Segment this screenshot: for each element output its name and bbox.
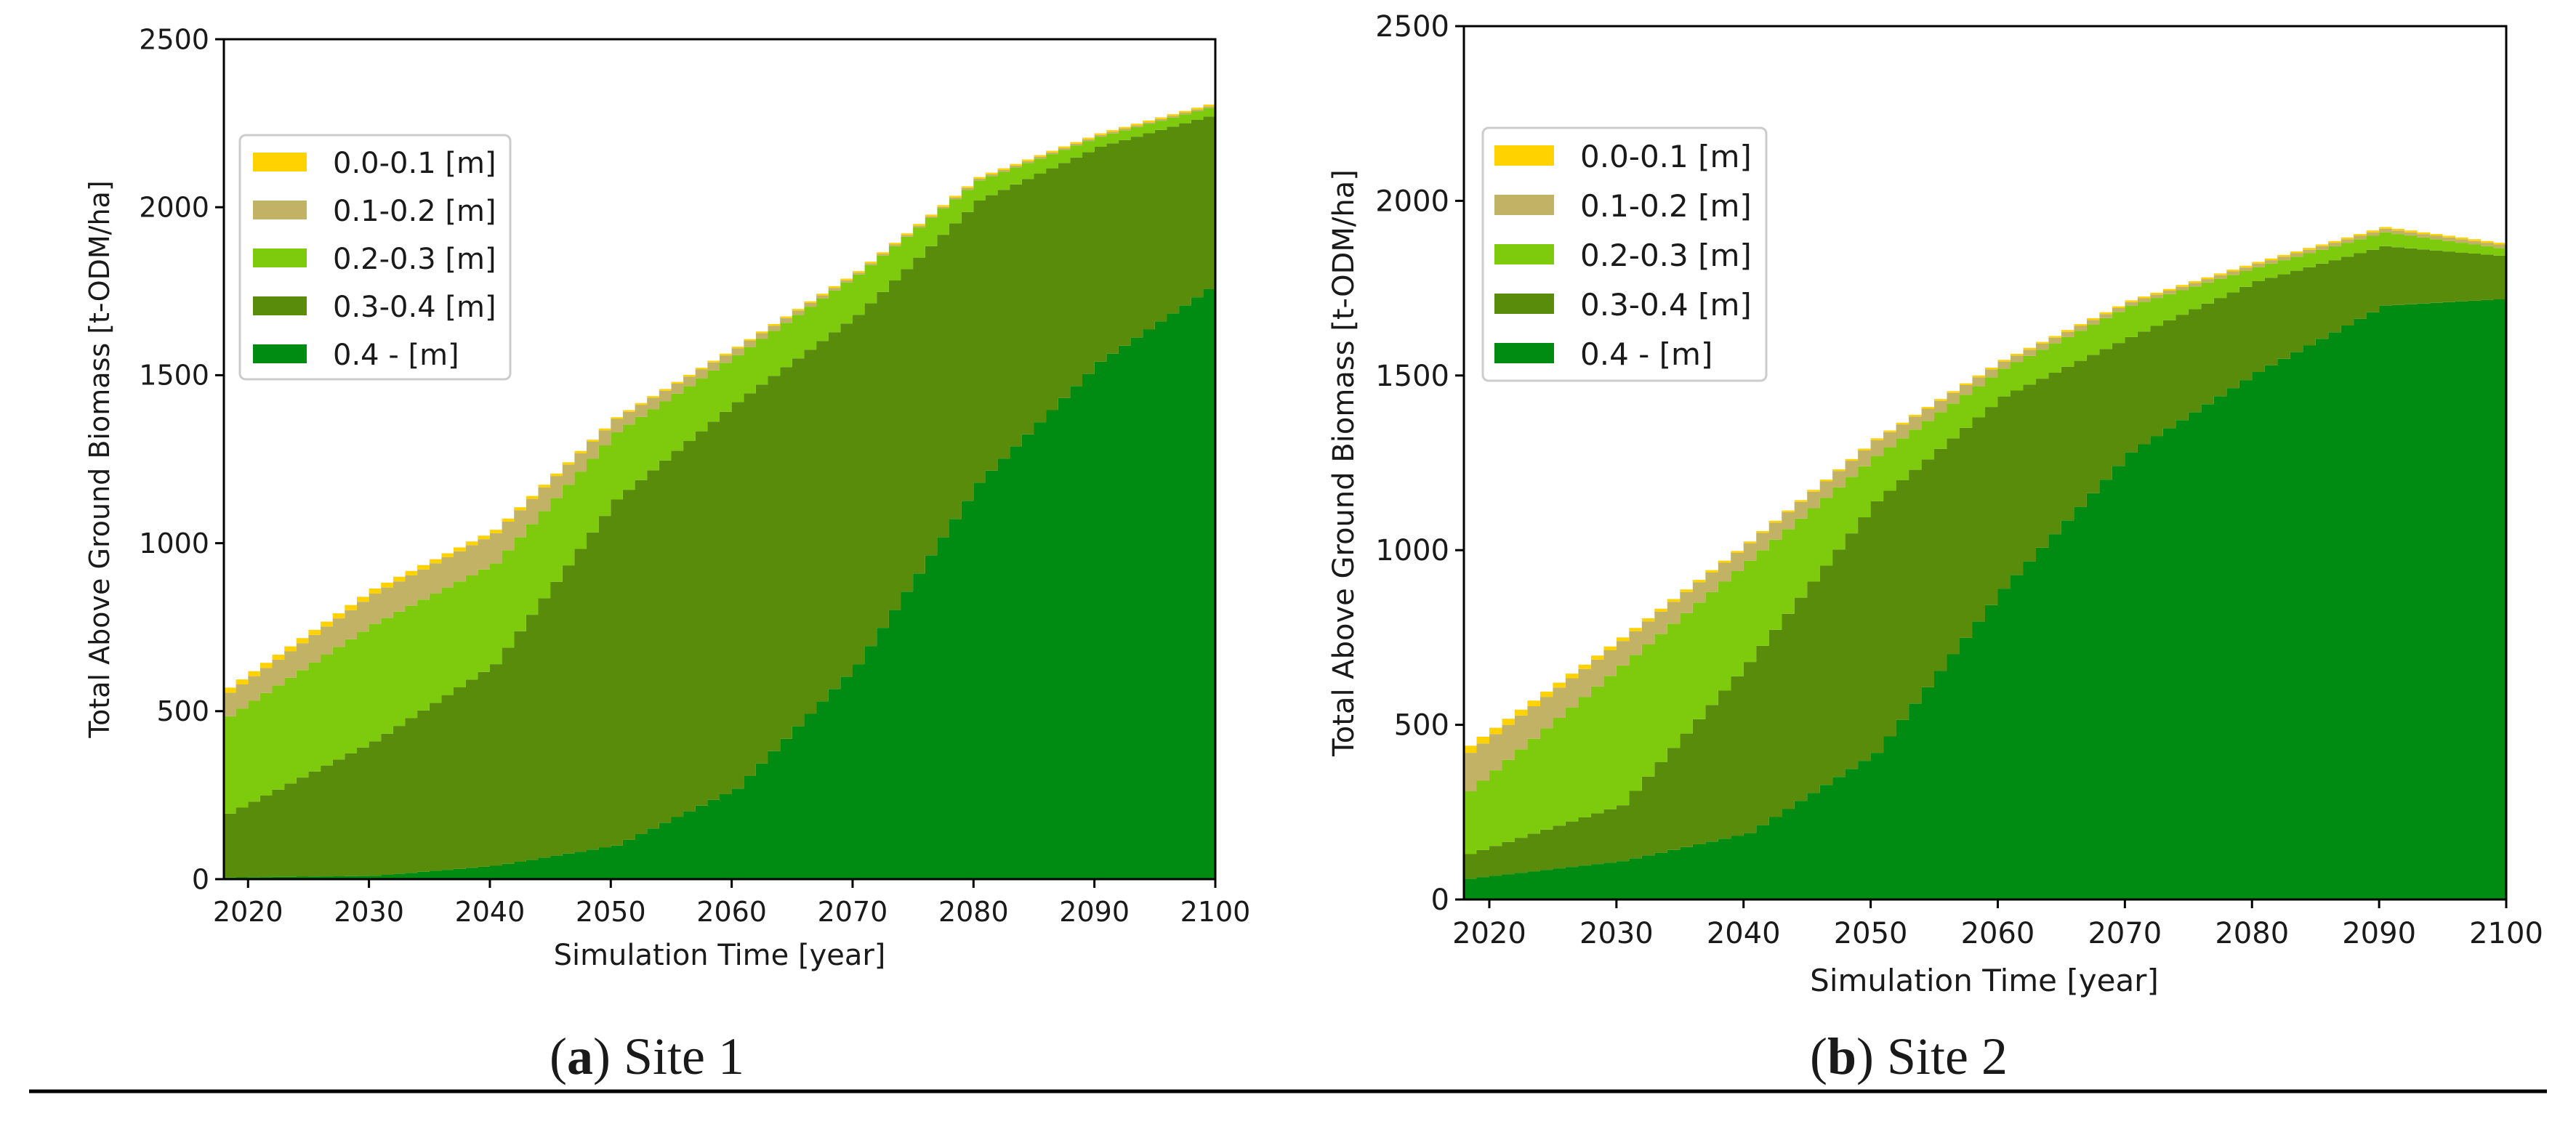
x-tick-label: 2020 xyxy=(213,896,283,928)
y-tick-label: 500 xyxy=(156,695,209,727)
x-tick-label: 2050 xyxy=(576,896,646,928)
x-tick-label: 2090 xyxy=(2342,917,2416,950)
area-series xyxy=(224,106,1215,716)
legend-swatch xyxy=(253,296,307,315)
stacked-areas xyxy=(224,104,1215,879)
legend-swatch xyxy=(253,201,307,219)
legend-label: 0.3-0.4 [m] xyxy=(333,291,496,324)
y-axis-label: Total Above Ground Biomass [t-ODM/ha] xyxy=(84,180,116,738)
stacked-areas xyxy=(1464,227,2506,899)
y-tick-label: 2000 xyxy=(1375,185,1449,218)
y-tick-label: 500 xyxy=(1394,709,1449,743)
legend-swatch xyxy=(1494,343,1554,363)
legend-label: 0.4 - [m] xyxy=(1580,336,1712,372)
panel-title: Site 1 xyxy=(624,1027,744,1085)
legend-label: 0.2-0.3 [m] xyxy=(333,243,496,276)
legend-swatch xyxy=(253,248,307,267)
panel-label: a xyxy=(567,1027,593,1085)
x-tick-label: 2080 xyxy=(2215,917,2289,950)
x-tick-label: 2080 xyxy=(938,896,1009,928)
legend-label: 0.3-0.4 [m] xyxy=(1580,287,1752,323)
x-tick-label: 2050 xyxy=(1834,917,1908,950)
panel-title: Site 2 xyxy=(1887,1027,2008,1085)
y-axis-label: Total Above Ground Biomass [t-ODM/ha] xyxy=(1327,169,1361,757)
y-tick-label: 0 xyxy=(1431,884,1449,917)
area-series xyxy=(224,108,1215,814)
panel-label: b xyxy=(1827,1027,1856,1085)
y-tick-label: 2000 xyxy=(139,192,209,224)
legend-swatch xyxy=(1494,294,1554,314)
y-tick-label: 2500 xyxy=(1375,10,1449,44)
area-series xyxy=(1464,232,2506,854)
x-tick-label: 2070 xyxy=(818,896,888,928)
chart-panel-site-2: 2020 2030 2040 2050 2060 2070 2080 2090 2100 0 500… xyxy=(1327,10,2543,1085)
area-series xyxy=(224,289,1215,879)
axis-ticks: 2020 2030 2040 2050 2060 2070 2080 2090 2100 0 500… xyxy=(139,23,1250,928)
x-tick-label: 2070 xyxy=(2088,917,2162,950)
legend-swatch xyxy=(1494,244,1554,264)
panel-caption: (b) Site 2 xyxy=(1810,1027,2008,1085)
x-tick-label: 2060 xyxy=(696,896,767,928)
area-series xyxy=(1464,246,2506,879)
plot-frame xyxy=(222,38,1217,881)
y-tick-label: 1000 xyxy=(139,527,209,559)
legend-label: 0.0-0.1 [m] xyxy=(1580,139,1752,174)
legend-label: 0.2-0.3 [m] xyxy=(1580,238,1752,273)
x-tick-label: 2090 xyxy=(1059,896,1130,928)
x-tick-label: 2040 xyxy=(455,896,526,928)
x-tick-label: 2020 xyxy=(1452,917,1526,950)
x-tick-label: 2100 xyxy=(1180,896,1251,928)
y-tick-label: 1000 xyxy=(1375,534,1449,567)
legend: 0.0-0.1 [m] 0.1-0.2 [m] 0.2-0.3 [m] 0.3-… xyxy=(1481,126,1768,382)
legend-swatch xyxy=(253,153,307,171)
legend-label: 0.4 - [m] xyxy=(333,339,459,372)
plot-frame xyxy=(1462,25,2508,901)
panel-caption: (a) Site 1 xyxy=(550,1027,744,1085)
x-axis-label: Simulation Time [year] xyxy=(1810,963,2159,998)
legend-box xyxy=(238,134,512,381)
x-tick-label: 2040 xyxy=(1707,917,1781,950)
legend-label: 0.1-0.2 [m] xyxy=(1580,188,1752,224)
area-series xyxy=(1464,299,2506,899)
chart-panel-site-1: 2020 2030 2040 2050 2060 2070 2080 2090 2100 0 500… xyxy=(84,23,1250,1085)
y-tick-label: 0 xyxy=(192,863,209,895)
legend-swatch xyxy=(1494,145,1554,166)
x-tick-label: 2100 xyxy=(2469,917,2543,950)
area-series xyxy=(224,116,1215,878)
x-tick-label: 2030 xyxy=(334,896,404,928)
legend: 0.0-0.1 [m] 0.1-0.2 [m] 0.2-0.3 [m] 0.3-… xyxy=(238,134,512,381)
legend-box xyxy=(1481,126,1768,382)
axis-ticks: 2020 2030 2040 2050 2060 2070 2080 2090 2100 0 500… xyxy=(1375,10,2543,950)
x-tick-label: 2060 xyxy=(1961,917,2035,950)
legend-label: 0.1-0.2 [m] xyxy=(333,195,496,228)
x-tick-label: 2030 xyxy=(1579,917,1654,950)
y-tick-label: 1500 xyxy=(1375,360,1449,393)
legend-swatch xyxy=(1494,195,1554,215)
y-tick-label: 1500 xyxy=(139,360,209,392)
y-tick-label: 2500 xyxy=(139,23,209,55)
x-axis-label: Simulation Time [year] xyxy=(554,939,886,972)
legend-label: 0.0-0.1 [m] xyxy=(333,147,496,180)
legend-swatch xyxy=(253,344,307,363)
